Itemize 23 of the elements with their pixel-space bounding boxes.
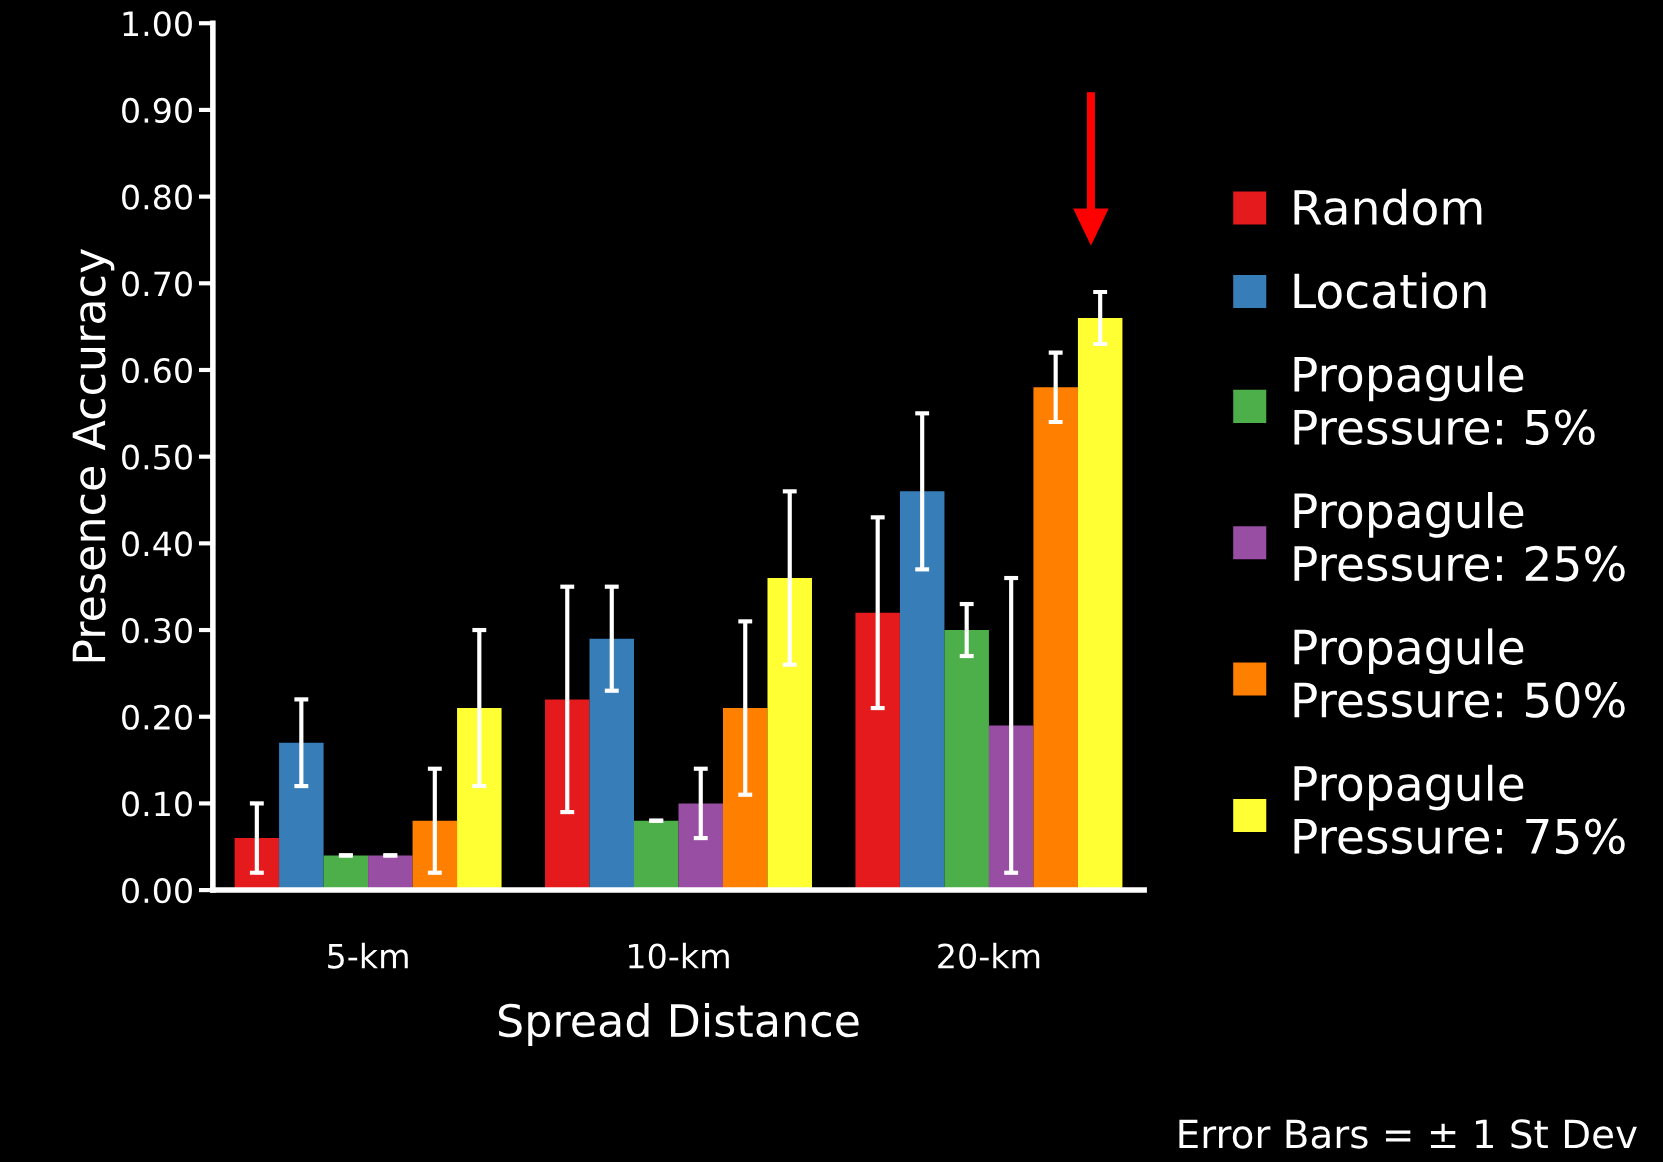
legend-label: Random xyxy=(1294,188,1482,226)
y-tick-label: 0.60 xyxy=(122,357,192,384)
x-tick-label: 5-km xyxy=(328,942,408,969)
y-tick-label: 0.50 xyxy=(122,444,192,470)
legend-label: Propagule Pressure: 25% xyxy=(1294,492,1625,582)
legend-label: Propagule Pressure: 75% xyxy=(1294,764,1625,855)
y-tick-label: 0.70 xyxy=(122,271,192,297)
x-tick-label: 10-km xyxy=(629,942,729,969)
legend-label: Propagule Pressure: 5% xyxy=(1294,355,1595,446)
legend-label: Propagule Pressure: 50% xyxy=(1294,628,1625,718)
y-tick-label: 0.20 xyxy=(122,704,192,730)
y-tick-label: 0.30 xyxy=(122,617,192,644)
x-axis-title: Spread Distance xyxy=(498,1002,859,1046)
x-tick-label: 20-km xyxy=(938,942,1040,969)
y-tick-label: 0.90 xyxy=(122,97,192,124)
y-tick-label: 0.80 xyxy=(122,184,192,210)
y-tick-label: 0.40 xyxy=(122,531,192,557)
text: Error Bars = ± 1 St Dev xyxy=(1179,1119,1637,1149)
y-tick-label: 0.00 xyxy=(122,878,192,904)
y-tick-label: 1.00 xyxy=(123,11,192,37)
y-axis-title: Presence Accuracy xyxy=(72,248,115,662)
y-tick-label: 0.10 xyxy=(122,791,192,817)
legend-label: Location xyxy=(1294,272,1486,309)
